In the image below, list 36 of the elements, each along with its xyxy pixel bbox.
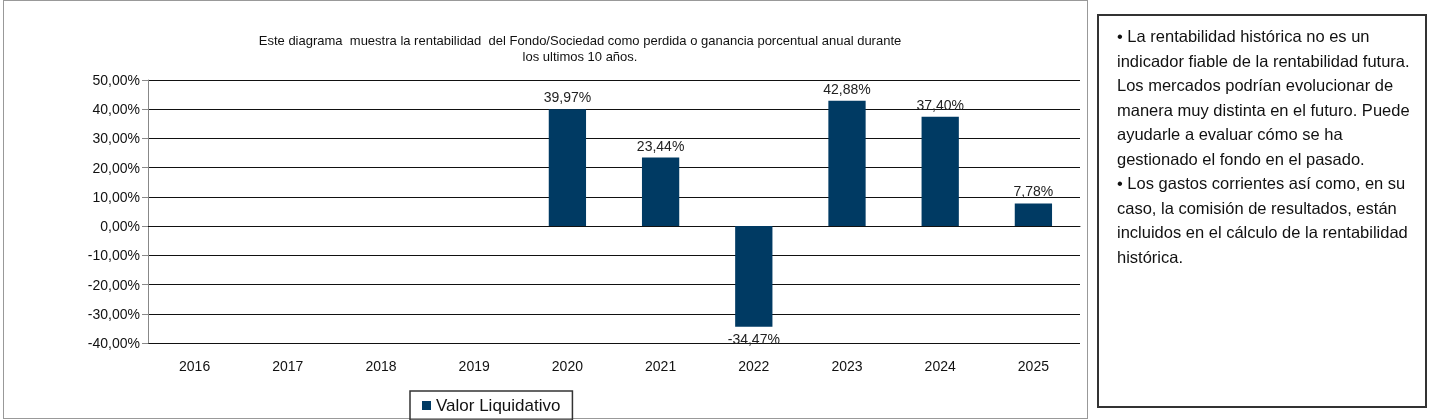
y-tick-label: 40,00% [92,101,140,118]
y-tick-label: 30,00% [92,130,140,147]
legend-label: Valor Liquidativo [436,396,561,415]
data-label: 42,88% [823,80,871,97]
x-tick-label: 2017 [272,358,304,374]
bar [828,100,866,227]
y-tick-label: -10,00% [87,247,140,264]
data-label: 39,97% [543,89,592,106]
y-tick-label: -40,00% [87,335,140,351]
data-label: 23,44% [636,137,685,154]
y-tick-label: 50,00% [92,72,140,88]
y-tick-label: 10,00% [92,188,140,205]
bar [548,109,587,227]
bar [641,157,680,227]
bar [1014,203,1053,227]
x-tick-label: 2019 [458,358,490,374]
y-tick-label: 20,00% [92,159,140,176]
x-tick-label: 2016 [179,358,211,374]
x-tick-label: 2023 [831,358,863,374]
y-tick-label: -30,00% [87,305,140,322]
x-tick-label: 2021 [645,358,677,374]
y-tick-label: 0,00% [100,218,140,235]
data-label: -34,47% [727,330,780,347]
x-tick-label: 2025 [1017,358,1050,374]
text: • La rentabilidad histórica no es un indicador fiable de la rentabilidad futura. Los mercados podrían evolucionar de manera muy distinta en el futuro. Puede ayudarle a evaluar cómo se ha gestionado el fondo en el pasado. [1117,26,1411,170]
bar [921,116,959,227]
x-tick-label: 2018 [365,358,397,374]
y-tick-label: -20,00% [87,276,140,293]
data-label: 7,78% [1013,183,1054,200]
data-label: 37,40% [916,96,964,113]
chart-title: Este diagrama muestra la rentabilidad del Fondo/Sociedad como perdida o ganancia porcentual anual durante los ultimos 10 años. [258,32,902,64]
x-tick-label: 2024 [924,358,956,374]
x-tick-label: 2022 [738,358,770,374]
bar [735,226,773,327]
text: • Los gastos corrientes así como, en su caso, la comisión de resultados, están incluidos en el cálculo de la rentabilidad histórica. [1117,173,1409,268]
x-tick-label: 2020 [551,358,584,374]
